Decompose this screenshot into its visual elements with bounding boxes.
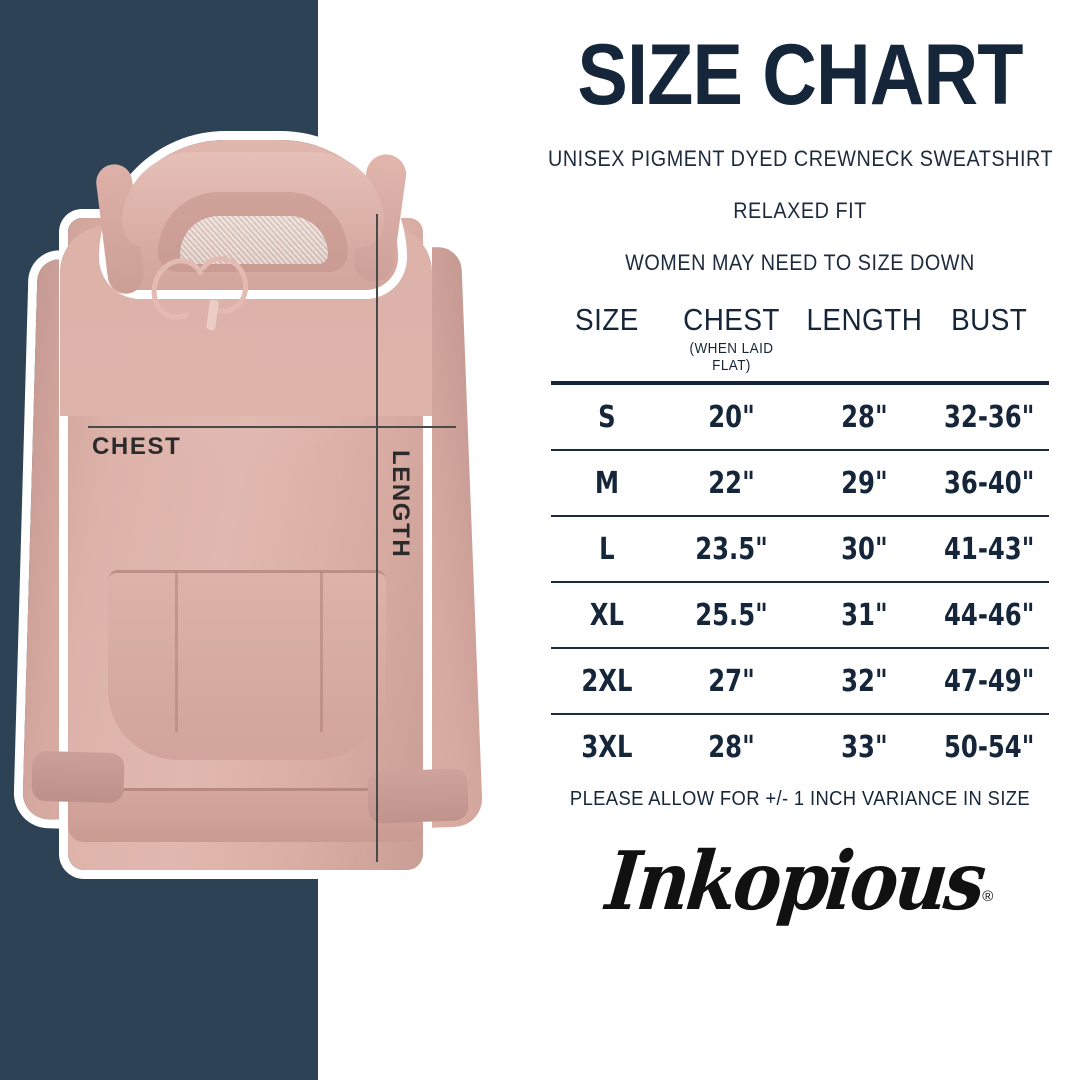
cell-length: 31" xyxy=(841,598,888,633)
brand-logo: Inkopious ® xyxy=(520,833,1080,928)
cuff-left xyxy=(31,750,125,804)
chest-measurement-label: CHEST xyxy=(92,433,182,460)
cell-size: M xyxy=(594,466,620,501)
cell-chest: 27" xyxy=(708,664,755,699)
table-header-row: SIZE CHEST LENGTH BUST xyxy=(551,298,1049,338)
pocket-opening-right xyxy=(320,572,394,732)
table-row: S 20" 28" 32-36" xyxy=(551,383,1049,450)
cell-chest: 20" xyxy=(708,400,755,435)
cell-bust: 36-40" xyxy=(943,466,1034,501)
cell-chest: 22" xyxy=(708,466,755,501)
table-header: SIZE CHEST LENGTH BUST (WHEN LAID FLAT) xyxy=(551,298,1049,383)
note-spacer-left xyxy=(557,338,658,383)
table-row: L 23.5" 30" 41-43" xyxy=(551,516,1049,582)
column-header-bust: BUST xyxy=(950,302,1027,337)
chest-note: (WHEN LAID FLAT) xyxy=(689,340,774,374)
table-row: 3XL 28" 33" 50-54" xyxy=(551,714,1049,779)
cell-length: 30" xyxy=(841,532,888,567)
table-row: M 22" 29" 36-40" xyxy=(551,450,1049,516)
pocket-opening-left xyxy=(104,572,178,732)
product-photo: CHEST LENGTH xyxy=(0,0,520,1080)
chest-measurement-line xyxy=(88,426,456,428)
cell-length: 32" xyxy=(841,664,888,699)
cell-bust: 41-43" xyxy=(943,532,1034,567)
cell-chest: 23.5" xyxy=(695,532,768,567)
size-chart-table: SIZE CHEST LENGTH BUST (WHEN LAID FLAT) … xyxy=(551,298,1049,779)
cell-bust: 47-49" xyxy=(943,664,1034,699)
cell-size: L xyxy=(599,532,615,567)
subtitle-advice: WOMEN MAY NEED TO SIZE DOWN xyxy=(625,250,975,275)
subtitle-product: UNISEX PIGMENT DYED CREWNECK SWEATSHIRT xyxy=(548,146,1054,171)
subtitle-fit: RELAXED FIT xyxy=(733,198,867,223)
table-header-note-row: (WHEN LAID FLAT) xyxy=(551,338,1049,383)
column-header-length: LENGTH xyxy=(806,302,923,337)
cell-chest: 28" xyxy=(708,730,755,765)
hood-fleece-lining xyxy=(180,216,328,264)
brand-logo-text: Inkopious xyxy=(601,832,988,929)
cell-bust: 50-54" xyxy=(943,730,1034,765)
chart-content: SIZE CHART UNISEX PIGMENT DYED CREWNECK … xyxy=(520,0,1080,1080)
column-header-chest: CHEST xyxy=(682,302,780,337)
length-measurement-label: LENGTH xyxy=(387,450,414,559)
cuff-right xyxy=(367,768,469,824)
table-body: S 20" 28" 32-36" M 22" 29" 36-40" L 23.5… xyxy=(551,383,1049,779)
column-header-size: SIZE xyxy=(575,302,639,337)
hoodie-illustration xyxy=(22,140,500,870)
cell-bust: 32-36" xyxy=(943,400,1034,435)
registered-trademark-icon: ® xyxy=(982,888,994,905)
cell-length: 33" xyxy=(841,730,888,765)
cell-size: 2XL xyxy=(581,664,633,699)
cell-bust: 44-46" xyxy=(943,598,1034,633)
hoodie-hem-band xyxy=(68,788,423,842)
cell-length: 29" xyxy=(841,466,888,501)
cell-size: 3XL xyxy=(581,730,633,765)
cell-size: S xyxy=(598,400,616,435)
table-row: XL 25.5" 31" 44-46" xyxy=(551,582,1049,648)
cell-length: 28" xyxy=(841,400,888,435)
note-spacer-right xyxy=(935,338,1043,383)
page-title: SIZE CHART xyxy=(577,27,1023,123)
cell-chest: 25.5" xyxy=(695,598,768,633)
note-spacer-mid xyxy=(806,338,922,383)
table-row: 2XL 27" 32" 47-49" xyxy=(551,648,1049,714)
cell-size: XL xyxy=(589,598,625,633)
length-measurement-line xyxy=(376,214,378,862)
variance-footnote: PLEASE ALLOW FOR +/- 1 INCH VARIANCE IN … xyxy=(569,788,1031,810)
